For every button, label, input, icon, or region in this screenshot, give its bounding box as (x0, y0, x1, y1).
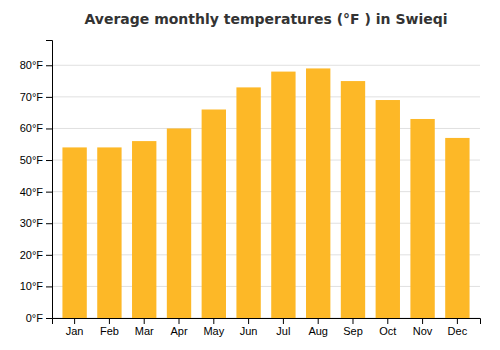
y-tick-label: 30°F (20, 217, 44, 229)
y-tick: 70°F (20, 91, 52, 103)
y-tick: 40°F (20, 186, 52, 198)
x-tick: Sep (343, 318, 363, 337)
y-tick-mark (46, 223, 52, 224)
x-tick-label: Jul (276, 325, 290, 337)
chart: Jan Feb Mar Apr May Jun Jul Aug Sep Oct Nov Dec 0°F 1… (0, 0, 500, 350)
x-tick-mark (457, 318, 458, 324)
x-tick-mark (74, 318, 75, 324)
y-tick-label: 80°F (20, 59, 44, 71)
grid-line (52, 96, 480, 97)
x-tick: May (203, 318, 224, 337)
y-tick: 10°F (20, 280, 52, 292)
x-tick-mark (422, 318, 423, 324)
x-tick-label: Sep (343, 325, 363, 337)
bar (410, 119, 434, 318)
y-tick: 20°F (20, 249, 52, 261)
y-tick-label: 10°F (20, 280, 44, 292)
y-tick: 60°F (20, 122, 52, 134)
x-tick-label: Mar (135, 325, 154, 337)
x-tick-mark (283, 318, 284, 324)
bar (341, 81, 365, 318)
grid (52, 65, 480, 318)
bar (62, 147, 86, 318)
bar (167, 128, 191, 318)
y-axis: 0°F 10°F 20°F 30°F 40°F 50°F 60°F 70°F 80°F (20, 41, 53, 325)
y-tick-mark (46, 65, 52, 66)
y-tick-label: 70°F (20, 91, 44, 103)
x-tick: Jun (240, 318, 258, 337)
x-tick-label: Aug (308, 325, 328, 337)
x-tick: Nov (413, 318, 433, 337)
y-tick-mark (46, 255, 52, 256)
x-tick-mark (109, 318, 110, 324)
y-tick: 30°F (20, 217, 52, 229)
x-tick-mark (179, 318, 180, 324)
bars (62, 68, 469, 318)
bar (202, 110, 226, 319)
x-tick: Feb (100, 318, 119, 337)
x-tick: Dec (448, 318, 468, 337)
y-tick-label: 20°F (20, 249, 44, 261)
x-tick-mark (213, 318, 214, 324)
x-tick-label: Apr (170, 325, 187, 337)
x-tick-label: Jan (66, 325, 84, 337)
x-tick: Jan (66, 318, 84, 337)
y-tick: 0°F (26, 312, 52, 324)
y-tick: 50°F (20, 154, 52, 166)
x-tick: Aug (308, 318, 328, 337)
y-axis-line (46, 41, 53, 319)
x-tick-mark (248, 318, 249, 324)
y-tick-mark (46, 97, 52, 98)
y-tick: 80°F (20, 59, 52, 71)
x-tick-mark (144, 318, 145, 324)
x-tick-mark (387, 318, 388, 324)
y-tick-label: 40°F (20, 186, 44, 198)
title: Average monthly temperatures (°F ) in Sw… (84, 11, 447, 27)
x-axis: Jan Feb Mar Apr May Jun Jul Aug Sep Oct Nov Dec (53, 318, 481, 337)
x-tick: Apr (170, 318, 187, 337)
y-tick-mark (46, 318, 52, 319)
x-tick-label: Nov (413, 325, 433, 337)
bar (306, 68, 330, 318)
x-tick-label: Oct (379, 325, 396, 337)
bar (97, 147, 121, 318)
plot: Jan Feb Mar Apr May Jun Jul Aug Sep Oct Nov Dec 0°F 1… (20, 41, 481, 337)
x-tick-label: Feb (100, 325, 119, 337)
y-tick-mark (46, 160, 52, 161)
x-tick-mark (318, 318, 319, 324)
y-tick-label: 60°F (20, 122, 44, 134)
x-tick-label: Jun (240, 325, 258, 337)
x-tick: Mar (135, 318, 154, 337)
bar (376, 100, 400, 318)
y-tick-label: 50°F (20, 154, 44, 166)
x-tick-label: May (203, 325, 224, 337)
bar (132, 141, 156, 318)
bar (271, 72, 295, 318)
y-tick-mark (46, 286, 52, 287)
x-tick-mark (352, 318, 353, 324)
bar (236, 87, 260, 318)
x-axis-line (53, 319, 481, 325)
x-tick-label: Dec (448, 325, 468, 337)
y-tick-label: 0°F (26, 312, 44, 324)
x-tick: Jul (276, 318, 290, 337)
grid-line (52, 65, 480, 66)
bar (445, 138, 469, 318)
x-tick: Oct (379, 318, 396, 337)
y-tick-mark (46, 192, 52, 193)
y-tick-mark (46, 128, 52, 129)
